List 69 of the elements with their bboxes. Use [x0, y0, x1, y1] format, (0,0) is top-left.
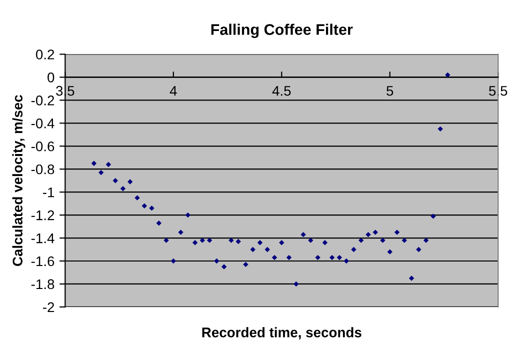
point	[387, 249, 392, 254]
point	[294, 281, 299, 287]
point	[336, 254, 342, 260]
point	[250, 246, 256, 252]
point	[236, 238, 241, 244]
y-tick-label: -0.2	[31, 96, 54, 106]
y-tick-label: -0.6	[31, 141, 54, 152]
point	[128, 179, 133, 184]
point	[149, 206, 154, 211]
x-tick-label: 5.5	[489, 86, 508, 96]
point	[228, 238, 234, 243]
point	[315, 254, 320, 260]
point	[272, 254, 278, 260]
point	[322, 240, 328, 246]
point	[402, 238, 407, 243]
point	[156, 220, 162, 226]
y-tick-label: 0.2	[36, 50, 54, 60]
point	[380, 238, 386, 243]
point	[430, 214, 436, 219]
point	[243, 262, 248, 268]
x-tick-label: 4	[170, 86, 177, 96]
point	[142, 203, 147, 208]
y-axis-title: Calculated velocity, m/sec	[12, 95, 26, 266]
y-tick-label: -1.4	[31, 234, 54, 244]
point	[134, 195, 140, 200]
point	[279, 240, 284, 246]
point	[358, 238, 364, 243]
y-tick-label: -1.8	[31, 279, 54, 290]
y-tick-label: -1	[43, 188, 54, 198]
y-tick-label: 0	[48, 72, 54, 82]
point	[394, 230, 400, 235]
point	[264, 246, 270, 252]
point	[200, 238, 205, 243]
point	[372, 230, 378, 235]
point	[106, 162, 112, 168]
y-tick-label: -0.8	[31, 164, 54, 174]
chart-title: Falling Coffee Filter	[211, 24, 353, 38]
point	[366, 232, 371, 238]
point	[185, 212, 190, 218]
y-tick-label: -1.6	[31, 256, 54, 266]
point	[170, 258, 176, 264]
point	[214, 258, 220, 264]
point	[98, 170, 104, 176]
point	[192, 240, 198, 246]
point	[91, 160, 97, 166]
point	[257, 240, 263, 246]
point	[423, 238, 429, 243]
x-tick-label: 5	[386, 86, 394, 96]
point	[351, 246, 356, 252]
point	[408, 276, 414, 281]
point	[329, 254, 335, 260]
point	[221, 264, 227, 270]
point	[112, 178, 118, 184]
y-tick-label: -0.4	[31, 118, 54, 128]
point	[416, 246, 422, 252]
y-tick-label: -2	[43, 302, 54, 312]
point	[445, 72, 450, 78]
y-tick-label: -1.2	[31, 210, 54, 220]
point	[120, 186, 126, 192]
point	[164, 238, 169, 243]
point	[206, 238, 212, 243]
x-axis-title: Recorded time, seconds	[202, 327, 362, 340]
point	[178, 230, 184, 235]
point	[300, 232, 306, 238]
x-tick-label: 4.5	[272, 86, 291, 96]
point	[286, 254, 292, 260]
point	[438, 126, 443, 132]
point	[344, 258, 349, 264]
point	[308, 238, 314, 243]
